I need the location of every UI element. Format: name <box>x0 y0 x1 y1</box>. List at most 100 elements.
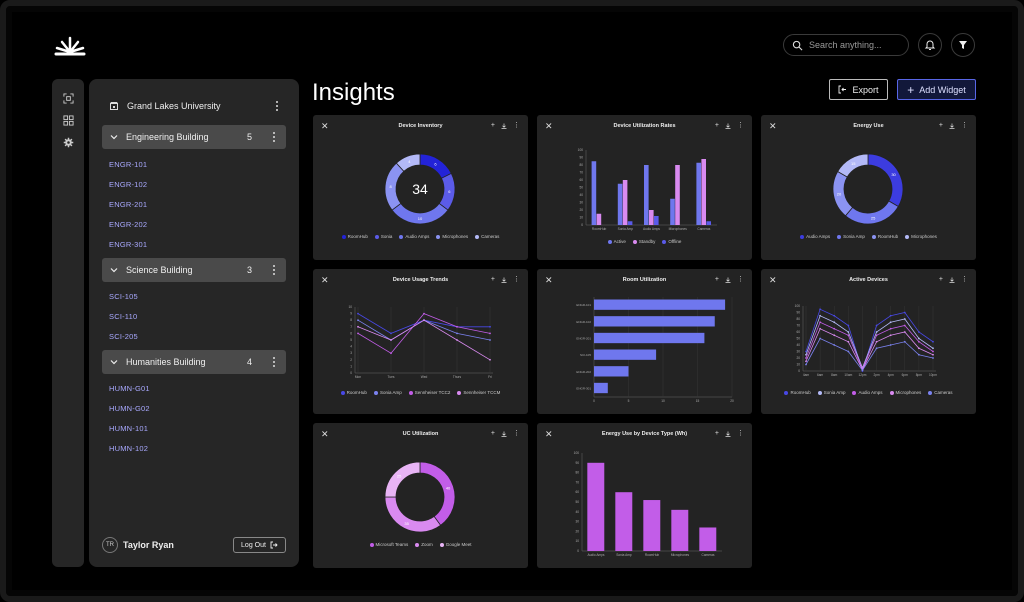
more-icon[interactable]: ⋮ <box>737 276 744 283</box>
legend-item[interactable]: Microphones <box>889 390 921 395</box>
download-icon[interactable] <box>725 277 731 283</box>
plus-icon[interactable]: + <box>938 276 943 283</box>
legend-item[interactable]: Audio Amps <box>399 234 429 239</box>
group-humanities[interactable]: Humanities Building 4 <box>102 350 286 374</box>
y-tick-label: 40 <box>796 343 800 347</box>
rail-scan-button[interactable] <box>61 91 75 105</box>
plus-icon[interactable]: + <box>938 122 943 129</box>
legend-item[interactable]: Audio Amps <box>852 390 883 395</box>
more-icon[interactable]: ⋮ <box>737 430 744 437</box>
room-item[interactable]: HUMN-G01 <box>109 384 150 393</box>
plus-icon[interactable]: + <box>714 276 719 283</box>
download-icon[interactable] <box>501 277 507 283</box>
close-icon[interactable]: ✕ <box>769 121 777 131</box>
legend-item[interactable]: Microphones <box>436 234 468 239</box>
close-icon[interactable]: ✕ <box>321 275 329 285</box>
data-point <box>423 319 425 322</box>
room-item[interactable]: HUMN-101 <box>109 424 149 433</box>
group-menu-icon[interactable] <box>270 357 278 367</box>
close-icon[interactable]: ✕ <box>769 275 777 285</box>
legend-item[interactable]: Active <box>607 239 626 244</box>
filter-button[interactable] <box>951 33 975 57</box>
legend-item[interactable]: Google Meet <box>439 542 471 547</box>
more-icon[interactable]: ⋮ <box>737 122 744 129</box>
legend-item[interactable]: RoomHub <box>784 390 811 395</box>
more-icon[interactable]: ⋮ <box>961 122 968 129</box>
gear-icon <box>63 137 73 147</box>
room-item[interactable]: HUMN-102 <box>109 444 149 453</box>
download-icon[interactable] <box>725 123 731 129</box>
close-icon[interactable]: ✕ <box>321 121 329 131</box>
group-menu-icon[interactable] <box>270 265 278 275</box>
plus-icon[interactable]: + <box>490 122 495 129</box>
more-icon[interactable]: ⋮ <box>513 430 520 437</box>
download-icon[interactable] <box>725 431 731 437</box>
more-icon[interactable]: ⋮ <box>961 276 968 283</box>
notifications-button[interactable] <box>918 33 942 57</box>
y-tick-label: 90 <box>575 461 579 465</box>
download-icon[interactable] <box>949 123 955 129</box>
data-point <box>357 312 359 315</box>
legend-item[interactable]: RoomHub <box>340 390 367 395</box>
legend-item[interactable]: Sonia <box>374 234 392 239</box>
legend-item[interactable]: Cameras <box>475 234 499 239</box>
x-tick-label: 4am <box>803 373 810 377</box>
legend-item[interactable]: RoomHub <box>341 234 368 239</box>
rail-settings-button[interactable] <box>61 135 75 149</box>
close-icon[interactable]: ✕ <box>545 121 553 131</box>
legend-item[interactable]: Sonia Amp <box>373 390 402 395</box>
room-item[interactable]: ENGR-301 <box>109 240 148 249</box>
sidebar: Grand Lakes University Engineering Build… <box>89 79 299 567</box>
room-item[interactable]: ENGR-101 <box>109 160 148 169</box>
group-engineering[interactable]: Engineering Building 5 <box>102 125 286 149</box>
bar <box>594 366 629 377</box>
room-item[interactable]: HUMN-G02 <box>109 404 150 413</box>
room-item[interactable]: ENGR-202 <box>109 220 148 229</box>
export-button[interactable]: Export <box>829 79 888 100</box>
y-tick-label: 50 <box>796 337 800 341</box>
legend-item[interactable]: RoomHub <box>871 234 898 239</box>
y-tick-label: 50 <box>575 500 579 504</box>
download-icon[interactable] <box>501 123 507 129</box>
org-selector[interactable]: Grand Lakes University <box>109 99 281 113</box>
close-icon[interactable]: ✕ <box>321 429 329 439</box>
legend-item[interactable]: Offline <box>662 239 681 244</box>
user-profile[interactable]: TR Taylor Ryan <box>102 537 174 553</box>
plus-icon[interactable]: + <box>714 122 719 129</box>
legend-item[interactable]: Sonia Amp <box>817 390 845 395</box>
org-menu-icon[interactable] <box>273 101 281 111</box>
rail-dashboard-button[interactable] <box>61 113 75 127</box>
plus-icon[interactable]: + <box>490 430 495 437</box>
more-icon[interactable]: ⋮ <box>513 276 520 283</box>
legend-item[interactable]: Standby <box>632 239 655 244</box>
room-item[interactable]: SCI-110 <box>109 312 138 321</box>
close-icon[interactable]: ✕ <box>545 275 553 285</box>
room-item[interactable]: SCI-205 <box>109 332 138 341</box>
legend-item[interactable]: Sonia Amp <box>837 234 865 239</box>
download-icon[interactable] <box>949 277 955 283</box>
download-icon[interactable] <box>501 431 507 437</box>
legend-item[interactable]: Sennheiser TCCM <box>457 390 500 395</box>
logout-button[interactable]: Log Out <box>233 537 286 553</box>
search-input[interactable] <box>809 40 899 50</box>
more-icon[interactable]: ⋮ <box>513 122 520 129</box>
legend-item[interactable]: Cameras <box>928 390 953 395</box>
legend-item[interactable]: Sennheiser TCC2 <box>408 390 450 395</box>
close-icon[interactable]: ✕ <box>545 429 553 439</box>
legend-label: RoomHub <box>346 390 367 395</box>
plus-icon[interactable]: + <box>490 276 495 283</box>
legend-item[interactable]: Zoom <box>415 542 433 547</box>
group-science[interactable]: Science Building 3 <box>102 258 286 282</box>
group-menu-icon[interactable] <box>270 132 278 142</box>
search-box[interactable] <box>783 34 909 56</box>
legend-item[interactable]: Microsoft Teams <box>369 542 408 547</box>
legend-item[interactable]: Microphones <box>905 234 937 239</box>
legend-item[interactable]: Audio Amps <box>800 234 830 239</box>
room-item[interactable]: ENGR-102 <box>109 180 148 189</box>
data-point <box>819 314 822 317</box>
room-item[interactable]: SCI-105 <box>109 292 138 301</box>
add-widget-button[interactable]: + Add Widget <box>897 79 976 100</box>
plus-icon[interactable]: + <box>714 430 719 437</box>
room-item[interactable]: ENGR-201 <box>109 200 148 209</box>
x-tick-label: Sonia Amp <box>616 553 632 557</box>
